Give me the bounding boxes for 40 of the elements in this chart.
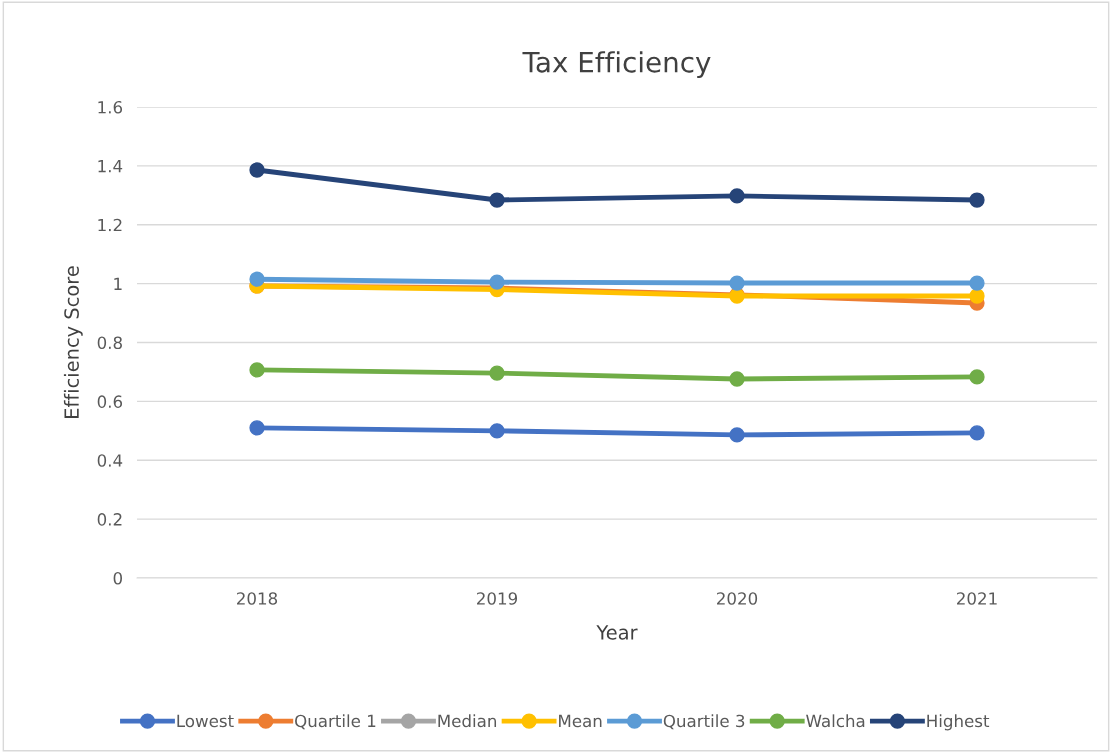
y-axis-title: Efficiency Score (63, 266, 83, 418)
point (249, 420, 265, 436)
point (969, 192, 985, 208)
x-tick-label: 2018 (237, 592, 278, 605)
y-tick-label: 0.2 (97, 513, 122, 526)
point (969, 275, 985, 291)
point (489, 192, 505, 208)
y-tick-label: 0 (113, 571, 122, 585)
x-tick-label: 2019 (477, 592, 518, 605)
y-tick-label: 1.4 (98, 160, 123, 173)
x-axis-title: Year (596, 625, 638, 640)
point (249, 362, 265, 378)
point (969, 288, 985, 304)
point (489, 365, 505, 381)
point (729, 427, 745, 443)
x-tick-label: 2020 (717, 592, 758, 605)
point (729, 371, 745, 387)
point (729, 188, 745, 204)
legend-label: Walcha (806, 714, 865, 728)
legend-label: Median (438, 714, 497, 728)
legend-label: Mean (559, 714, 602, 728)
chart-title: Tax Efficiency (522, 51, 711, 79)
y-tick-label: 1.2 (98, 218, 122, 232)
legend-label: Quartile 1 (295, 714, 376, 730)
y-tick-label: 0.6 (97, 395, 123, 408)
y-tick-label: 0.4 (97, 454, 123, 467)
point (489, 274, 505, 290)
point (489, 423, 505, 439)
point (729, 275, 745, 291)
x-tick-label: 2021 (957, 592, 997, 605)
point (969, 369, 985, 385)
point (249, 162, 265, 178)
legend-label: Quartile 3 (663, 714, 745, 730)
legend-label: Lowest (177, 714, 234, 728)
point (249, 271, 265, 287)
legend-label: Highest (927, 714, 990, 731)
y-tick-label: 1.6 (98, 100, 123, 114)
y-tick-label: 1 (114, 277, 122, 290)
y-tick-label: 0.8 (97, 336, 122, 350)
point (969, 425, 985, 441)
